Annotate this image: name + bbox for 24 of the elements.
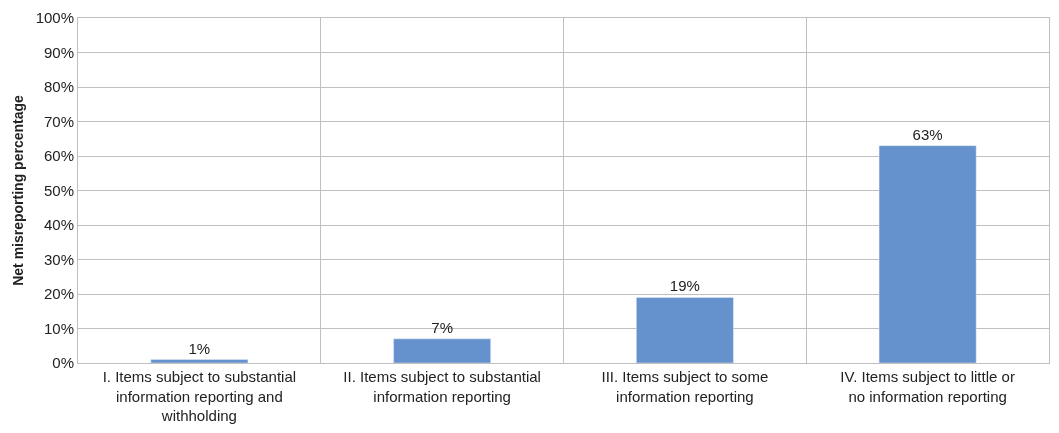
data-label: 63%	[912, 125, 943, 143]
y-tick-label: 10%	[43, 319, 74, 337]
bar	[878, 145, 977, 363]
data-label: 7%	[431, 318, 453, 336]
y-axis-title: Net misreporting percentage	[10, 94, 27, 286]
x-tick-label: IV. Items subject to little or no information reporting	[840, 368, 1015, 405]
x-tick-label: I. Items subject to substantial information reporting and withholding	[102, 368, 297, 424]
y-tick-label: 0%	[52, 354, 74, 372]
y-tick-label: 70%	[43, 112, 74, 130]
y-tick-label: 100%	[35, 9, 74, 27]
y-tick-label: 40%	[43, 216, 74, 234]
bar	[393, 338, 491, 363]
x-tick-label: II. Items subject to substantial information reporting	[343, 368, 541, 405]
bar	[150, 359, 249, 363]
y-tick-label: 20%	[43, 285, 74, 303]
y-tick-label: 50%	[43, 181, 74, 199]
data-label: 19%	[669, 277, 700, 295]
bar	[636, 297, 734, 363]
y-tick-label: 90%	[43, 43, 74, 61]
x-tick-label: III. Items subject to some information reporting	[601, 368, 769, 405]
data-label: 1%	[188, 339, 211, 357]
y-tick-label: 80%	[43, 78, 74, 96]
y-tick-label: 60%	[43, 147, 74, 165]
y-tick-label: 30%	[43, 250, 74, 268]
